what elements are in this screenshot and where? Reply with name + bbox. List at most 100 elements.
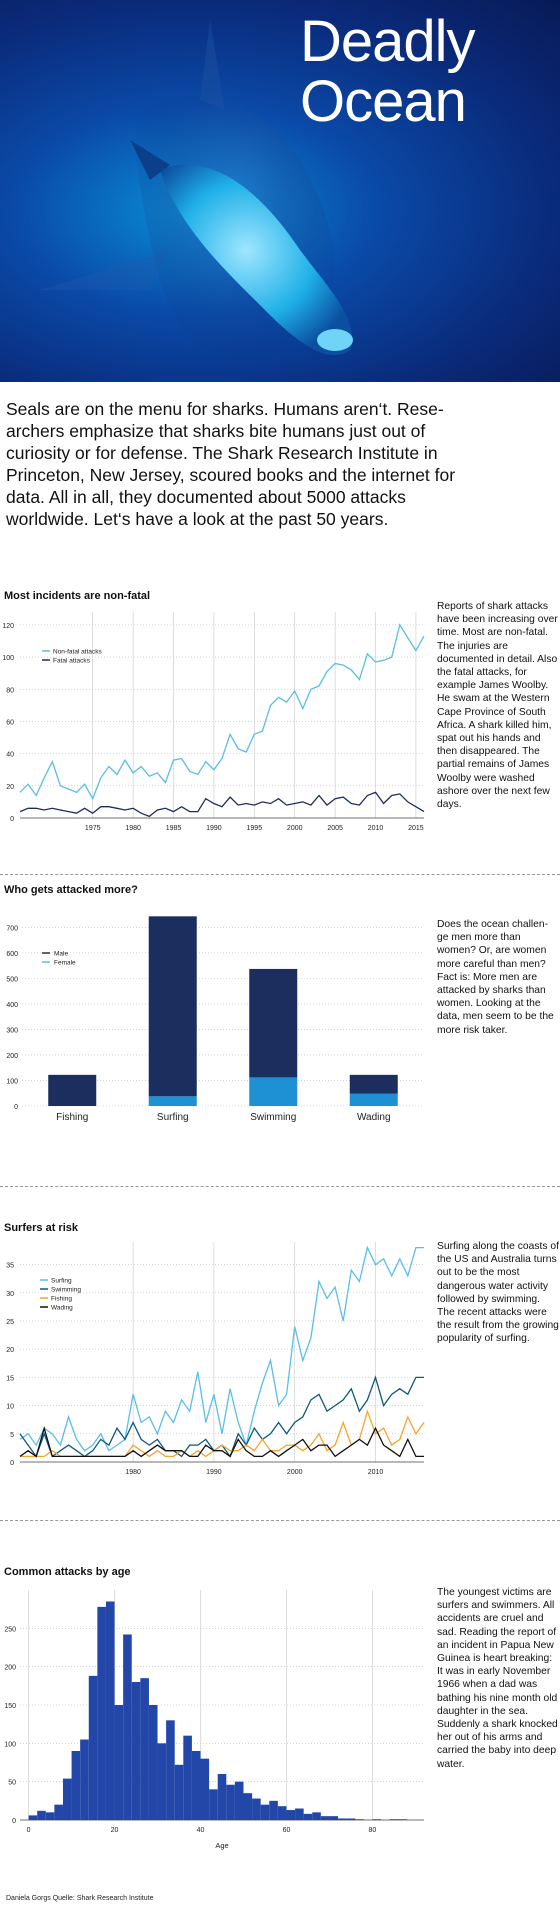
x-tick-label: 2000 xyxy=(287,1469,303,1476)
chart4-svg: 0 50 100 150 200 250 0 20 40 60 80 Age xyxy=(4,1590,424,1850)
series-line xyxy=(19,623,425,801)
y-tick-label: 300 xyxy=(6,1027,18,1034)
y-tick-label: 0 xyxy=(10,816,14,823)
y-tick-label: 10 xyxy=(6,1404,14,1411)
hero-image: Deadly Ocean xyxy=(0,0,560,382)
y-tick-label: 20 xyxy=(6,1347,14,1354)
age-bar xyxy=(54,1804,63,1820)
y-tick-label: 600 xyxy=(6,951,18,958)
bar-male xyxy=(249,968,298,1078)
age-bar xyxy=(140,1678,149,1820)
age-bar xyxy=(37,1810,46,1820)
y-tick-label: 120 xyxy=(2,623,14,630)
x-axis-label: Age xyxy=(215,1841,228,1850)
y-tick-label: 60 xyxy=(6,719,14,726)
section-divider-3 xyxy=(0,1520,560,1521)
x-tick-label: 2000 xyxy=(287,825,303,832)
y-tick-label: 100 xyxy=(6,1078,18,1085)
legend-label: Non-fatal attacks xyxy=(53,649,103,656)
age-bar xyxy=(234,1781,244,1820)
age-bar xyxy=(157,1743,167,1820)
age-bar xyxy=(217,1774,227,1820)
y-tick-label: 30 xyxy=(6,1291,14,1298)
age-bar xyxy=(166,1720,175,1820)
y-tick-label: 500 xyxy=(6,976,18,983)
legend-label: Swimming xyxy=(51,1287,81,1294)
x-tick-label: 0 xyxy=(27,1827,31,1834)
x-tick-label: 1980 xyxy=(125,825,141,832)
x-tick-label: 1975 xyxy=(85,825,101,832)
x-tick-label: 2010 xyxy=(368,1469,384,1476)
age-bar xyxy=(269,1800,278,1820)
y-tick-label: 100 xyxy=(4,1741,16,1748)
chart4-description: The youngest victims are surfers and swi… xyxy=(437,1587,558,1770)
age-bar xyxy=(260,1804,270,1820)
age-bar xyxy=(131,1682,141,1820)
y-tick-label: 400 xyxy=(6,1002,18,1009)
age-bar xyxy=(71,1751,81,1820)
bar-male xyxy=(148,916,197,1097)
section-divider-1 xyxy=(0,874,560,875)
age-bar xyxy=(183,1735,192,1820)
age-bar xyxy=(28,1815,38,1820)
category-label: Wading xyxy=(357,1112,391,1123)
y-tick-label: 0 xyxy=(10,1460,14,1467)
bar-male xyxy=(48,1074,97,1106)
age-bar xyxy=(174,1764,184,1820)
age-bar xyxy=(338,1818,347,1820)
chart3-description: Surfing along the coasts of the US and A… xyxy=(437,1241,559,1345)
chart4-title: Common attacks by age xyxy=(4,1566,131,1578)
y-tick-label: 100 xyxy=(2,655,14,662)
category-label: Swimming xyxy=(250,1112,296,1123)
chart1-description: Reports of shark attacks have been incre… xyxy=(437,601,558,811)
bar-male xyxy=(349,1074,398,1094)
legend-label: Female xyxy=(54,960,76,967)
y-tick-label: 25 xyxy=(6,1319,14,1326)
age-bar xyxy=(226,1784,235,1820)
age-bar xyxy=(114,1705,124,1820)
y-tick-label: 150 xyxy=(4,1703,16,1710)
chart2-description: Does the ocean challen-ge men more than … xyxy=(437,919,554,1036)
legend-label: Male xyxy=(54,951,68,958)
y-tick-label: 0 xyxy=(12,1818,16,1825)
age-bar xyxy=(252,1798,261,1820)
x-tick-label: 80 xyxy=(369,1827,377,1834)
y-tick-label: 5 xyxy=(10,1432,14,1439)
series-line xyxy=(19,1245,424,1452)
age-bar xyxy=(277,1806,287,1820)
x-tick-label: 1980 xyxy=(125,1469,141,1476)
x-tick-label: 2010 xyxy=(368,825,384,832)
x-tick-label: 1990 xyxy=(206,825,222,832)
age-bar xyxy=(80,1739,89,1820)
series-line xyxy=(19,791,425,818)
legend-label: Surfing xyxy=(51,1278,72,1285)
x-tick-label: 1985 xyxy=(166,825,182,832)
age-bar xyxy=(312,1812,321,1820)
x-tick-label: 20 xyxy=(111,1827,119,1834)
age-bar xyxy=(243,1793,253,1820)
age-bar xyxy=(346,1818,356,1820)
y-tick-label: 0 xyxy=(14,1104,18,1111)
age-bar xyxy=(105,1601,115,1820)
y-tick-label: 200 xyxy=(4,1665,16,1672)
seal-and-shark-illustration xyxy=(40,20,353,370)
bar-female xyxy=(349,1093,398,1106)
age-bar xyxy=(200,1758,210,1820)
age-bar xyxy=(45,1812,55,1820)
age-bar xyxy=(148,1705,158,1820)
legend-label: Wading xyxy=(51,1305,73,1312)
age-bar xyxy=(295,1808,304,1820)
series-line xyxy=(19,1425,424,1458)
y-tick-label: 50 xyxy=(8,1780,16,1787)
chart3-svg: 0 5 10 15 20 25 30 35 1980 1990 2000 2010 Surfing Swi… xyxy=(6,1242,425,1476)
x-tick-label: 2005 xyxy=(327,825,343,832)
chart1-title: Most incidents are non-fatal xyxy=(4,590,151,602)
age-bar xyxy=(286,1810,296,1820)
x-tick-label: 40 xyxy=(197,1827,205,1834)
age-bar xyxy=(329,1816,339,1820)
section-divider-2 xyxy=(0,1186,560,1187)
credit-line: Daniela Gorgs Quelle: Shark Research Ins… xyxy=(6,1895,154,1902)
age-bar xyxy=(209,1789,218,1820)
intro-text: Seals are on the menu for sharks. Humans… xyxy=(6,399,456,529)
y-tick-label: 35 xyxy=(6,1263,14,1270)
